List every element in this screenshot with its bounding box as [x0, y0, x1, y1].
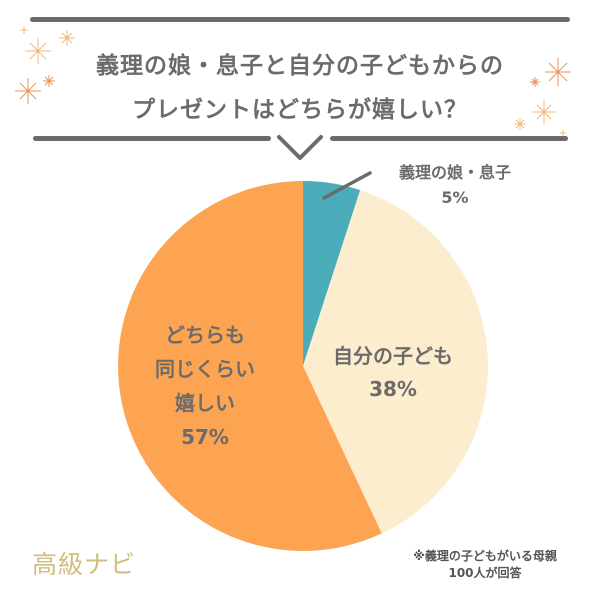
footnote-line2: 100人が回答	[448, 566, 522, 580]
title-divider-right	[330, 136, 568, 141]
sparkle-icon	[15, 26, 75, 104]
label-in-law-value: 5%	[441, 188, 469, 207]
label-both-line1: どちらも	[165, 323, 245, 347]
chart-title-line2: プレゼントはどちらが嬉しい？	[132, 97, 468, 123]
footnote-line1: ※義理の子どもがいる母親	[413, 549, 557, 563]
slice-in-law-children	[303, 181, 361, 366]
label-both-line3: 嬉しい	[175, 391, 235, 415]
title-divider-left	[33, 136, 271, 141]
slice-own-children	[303, 190, 488, 534]
label-in-law-children: 義理の娘・息子 5%	[370, 160, 540, 210]
label-own-children: 自分の子ども 38%	[318, 340, 468, 406]
label-in-law-name: 義理の娘・息子	[398, 163, 511, 182]
brand-logo: 高級ナビ	[32, 550, 137, 579]
label-both-value: 57%	[181, 425, 229, 449]
label-own-value: 38%	[369, 377, 417, 401]
label-both-equally: どちらも 同じくらい 嬉しい 57%	[140, 318, 270, 454]
sparkle-icon	[514, 58, 571, 136]
label-own-name: 自分の子ども	[333, 344, 453, 368]
leader-line	[322, 171, 372, 200]
chart-title-line1: 義理の娘・息子と自分の子どもからの	[96, 53, 504, 79]
slice-both-equally	[118, 181, 382, 551]
chevron-down-icon	[277, 135, 323, 160]
top-divider	[30, 17, 570, 22]
footnote: ※義理の子どもがいる母親 100人が回答	[400, 548, 570, 582]
label-both-line2: 同じくらい	[155, 357, 255, 381]
